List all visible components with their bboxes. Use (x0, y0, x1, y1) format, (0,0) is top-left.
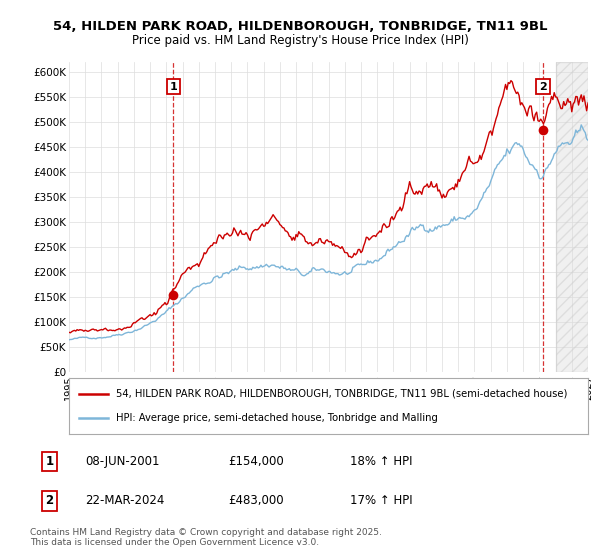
Text: 08-JUN-2001: 08-JUN-2001 (85, 455, 160, 468)
Text: £483,000: £483,000 (229, 494, 284, 507)
Text: 54, HILDEN PARK ROAD, HILDENBOROUGH, TONBRIDGE, TN11 9BL: 54, HILDEN PARK ROAD, HILDENBOROUGH, TON… (53, 20, 547, 32)
Text: 1: 1 (170, 82, 178, 92)
Text: £154,000: £154,000 (229, 455, 284, 468)
Text: HPI: Average price, semi-detached house, Tonbridge and Malling: HPI: Average price, semi-detached house,… (116, 413, 437, 423)
Text: 54, HILDEN PARK ROAD, HILDENBOROUGH, TONBRIDGE, TN11 9BL (semi-detached house): 54, HILDEN PARK ROAD, HILDENBOROUGH, TON… (116, 389, 567, 399)
Text: 2: 2 (45, 494, 53, 507)
Bar (556, 62, 588, 372)
Text: 2: 2 (539, 82, 547, 92)
Text: 17% ↑ HPI: 17% ↑ HPI (350, 494, 413, 507)
Text: 18% ↑ HPI: 18% ↑ HPI (350, 455, 413, 468)
Text: Price paid vs. HM Land Registry's House Price Index (HPI): Price paid vs. HM Land Registry's House … (131, 34, 469, 46)
Text: 22-MAR-2024: 22-MAR-2024 (85, 494, 164, 507)
Text: 1: 1 (45, 455, 53, 468)
Bar (556, 62, 588, 372)
Text: Contains HM Land Registry data © Crown copyright and database right 2025.
This d: Contains HM Land Registry data © Crown c… (30, 528, 382, 548)
